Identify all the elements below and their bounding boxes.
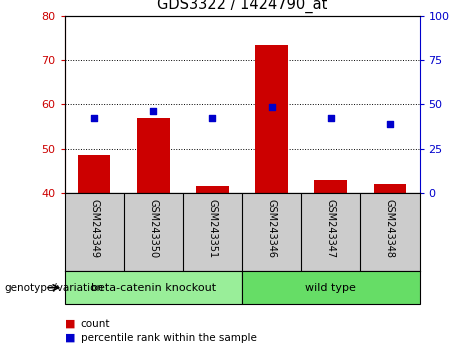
Point [149, 108, 157, 114]
Bar [137, 118, 170, 193]
Bar [314, 180, 347, 193]
Text: ■: ■ [65, 333, 75, 343]
Text: GSM243349: GSM243349 [89, 199, 99, 258]
Point [268, 104, 275, 109]
Text: wild type: wild type [305, 282, 356, 293]
Bar [196, 186, 229, 193]
Bar [78, 155, 110, 193]
Text: GSM243347: GSM243347 [326, 199, 336, 258]
Text: GSM243348: GSM243348 [385, 199, 395, 258]
Bar [374, 184, 406, 193]
Text: ■: ■ [65, 319, 75, 329]
Text: count: count [81, 319, 110, 329]
Point [386, 121, 394, 127]
Point [209, 115, 216, 120]
Text: GSM243346: GSM243346 [266, 199, 277, 258]
Point [90, 115, 98, 120]
Point [327, 115, 334, 120]
Title: GDS3322 / 1424790_at: GDS3322 / 1424790_at [157, 0, 327, 13]
Text: percentile rank within the sample: percentile rank within the sample [81, 333, 257, 343]
Bar [255, 45, 288, 193]
Text: GSM243351: GSM243351 [207, 199, 218, 258]
Text: genotype/variation: genotype/variation [5, 282, 104, 293]
Text: beta-catenin knockout: beta-catenin knockout [91, 282, 216, 293]
FancyBboxPatch shape [65, 271, 242, 304]
Text: GSM243350: GSM243350 [148, 199, 158, 258]
FancyBboxPatch shape [242, 271, 420, 304]
